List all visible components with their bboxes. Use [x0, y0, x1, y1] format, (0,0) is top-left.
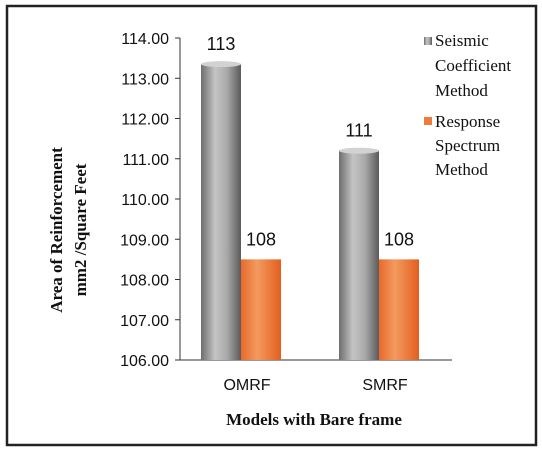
y-ticks: 106.00 107.00 108.00 109.00 110.00 111.00 112.…	[120, 31, 180, 370]
x-axis-title: Models with Bare frame	[226, 410, 402, 429]
legend-response-line-1: Response	[435, 112, 500, 131]
y-tick-label: 112.00	[121, 112, 169, 129]
y-tick-label: 113.00	[121, 71, 169, 88]
y-tick-label: 110.00	[121, 192, 169, 209]
category-label-smrf: SMRF	[362, 377, 408, 394]
legend-seismic-line-1: Seismic	[435, 31, 489, 50]
legend-swatch-seismic	[424, 37, 432, 45]
data-label: 111	[345, 121, 372, 141]
category-label-omrf: OMRF	[223, 377, 270, 394]
bar-cap	[339, 147, 379, 154]
data-label: 108	[246, 229, 276, 249]
y-tick-label: 111.00	[122, 152, 169, 169]
legend-seismic-line-3: Method	[435, 81, 488, 100]
bar-response-omrf	[241, 259, 281, 360]
y-tick-label: 108.00	[120, 273, 169, 290]
y-axis-title-line-2: mm2 /Square Feet	[71, 163, 90, 296]
legend-response-line-3: Method	[435, 160, 488, 179]
y-tick-label: 109.00	[120, 232, 169, 249]
chart-border	[5, 4, 538, 447]
y-tick-label: 114.00	[121, 31, 169, 48]
bar-response-smrf	[379, 259, 419, 360]
y-axis-title-line-1: Area of Reinforcement	[47, 147, 66, 313]
legend-seismic-line-2: Coefficient	[435, 56, 511, 75]
legend-response-line-2: Spectrum	[435, 136, 500, 155]
bars	[201, 61, 419, 360]
bar-seismic-smrf	[339, 150, 379, 360]
legend: Seismic Coefficient Method Response Spec…	[424, 31, 511, 179]
y-tick-label: 107.00	[120, 313, 169, 330]
data-label: 113	[207, 34, 236, 54]
bar-cap	[201, 61, 241, 68]
data-labels: 113 111 108 108	[207, 34, 414, 249]
y-tick-label: 106.00	[120, 353, 169, 370]
data-label: 108	[384, 229, 414, 249]
legend-swatch-response	[424, 117, 432, 125]
bar-seismic-omrf	[201, 64, 241, 360]
